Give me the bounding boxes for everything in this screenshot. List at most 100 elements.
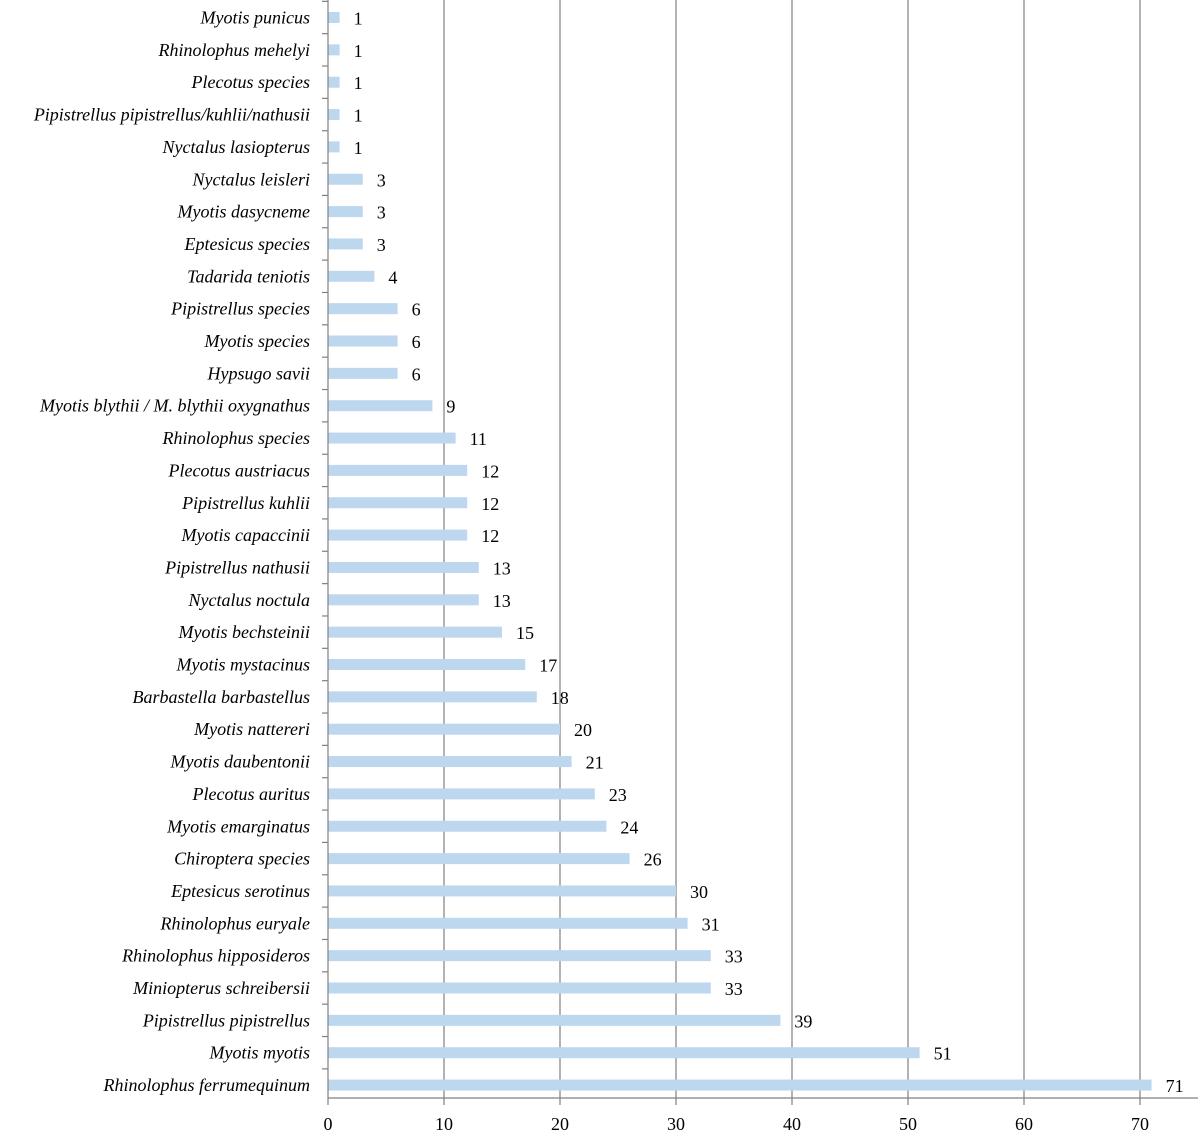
bar: [328, 917, 688, 929]
data-label: 23: [609, 785, 627, 805]
category-label: Myotis mystacinus: [176, 655, 310, 675]
data-label: 51: [934, 1044, 952, 1064]
data-label: 1: [354, 73, 363, 93]
bar: [328, 109, 340, 121]
bar: [328, 367, 398, 379]
bar: [328, 594, 479, 606]
bar: [328, 173, 363, 185]
x-tick-label: 40: [783, 1114, 801, 1134]
data-label: 26: [644, 850, 662, 870]
category-label: Rhinolophus euryale: [160, 913, 310, 933]
data-label: 39: [794, 1011, 812, 1031]
category-label: Myotis myotis: [209, 1043, 311, 1063]
data-label: 33: [725, 979, 743, 999]
category-label: Pipistrellus kuhlii: [181, 493, 310, 513]
category-label: Nyctalus noctula: [188, 590, 310, 610]
data-label: 11: [470, 429, 487, 449]
data-label: 21: [586, 753, 604, 773]
bar: [328, 303, 398, 315]
bar: [328, 432, 456, 444]
bar: [328, 723, 560, 735]
bar: [328, 400, 433, 412]
category-label: Pipistrellus nathusii: [164, 557, 310, 577]
category-label: Plecotus species: [191, 72, 310, 92]
data-label: 15: [516, 623, 534, 643]
data-label: 3: [377, 203, 386, 223]
data-label: 18: [551, 688, 569, 708]
category-label: Myotis blythii / M. blythii oxygnathus: [39, 396, 310, 416]
category-label: Myotis nattereri: [193, 719, 310, 739]
data-label: 13: [493, 591, 511, 611]
bar: [328, 659, 526, 670]
category-label: Pipistrellus pipistrellus/kuhlii/nathusi…: [33, 105, 310, 125]
bar: [328, 76, 340, 88]
category-label: Chiroptera species: [174, 849, 310, 869]
bar: [328, 1014, 781, 1026]
data-label: 20: [574, 720, 592, 740]
data-label: 31: [702, 914, 720, 934]
data-label: 30: [690, 882, 708, 902]
bar: [328, 141, 340, 153]
x-tick-label: 60: [1015, 1114, 1033, 1134]
category-label: Rhinolophus mehelyi: [158, 40, 310, 60]
data-label: 6: [412, 300, 421, 320]
bars: [328, 12, 1152, 1091]
x-tick-label: 70: [1131, 1114, 1149, 1134]
x-tick-label: 30: [667, 1114, 685, 1134]
category-label: Barbastella barbastellus: [132, 687, 310, 707]
bar: [328, 853, 630, 865]
x-tick-label: 10: [435, 1114, 453, 1134]
data-label: 1: [354, 9, 363, 29]
data-label: 3: [377, 235, 386, 255]
category-label: Pipistrellus pipistrellus: [142, 1010, 310, 1030]
bar: [328, 626, 502, 638]
bar: [328, 1079, 1152, 1091]
data-label: 17: [539, 656, 557, 676]
bar: [328, 820, 607, 832]
category-label: Plecotus auritus: [192, 784, 311, 804]
data-label: 12: [481, 461, 499, 481]
category-label: Myotis capaccinii: [181, 525, 310, 545]
data-label: 13: [493, 558, 511, 578]
category-label: Myotis emarginatus: [166, 816, 310, 836]
data-label: 1: [354, 138, 363, 158]
category-label: Pipistrellus species: [170, 299, 310, 319]
bar: [328, 497, 468, 509]
bar: [328, 561, 479, 573]
data-label: 12: [481, 526, 499, 546]
category-label: Nyctalus lasiopterus: [162, 137, 311, 157]
bar: [328, 982, 711, 994]
bar: [328, 12, 340, 23]
bar: [328, 885, 676, 897]
data-label: 6: [412, 332, 421, 352]
x-tick-label: 20: [551, 1114, 569, 1134]
bar: [328, 44, 340, 56]
bar: [328, 950, 711, 962]
category-label: Hypsugo savii: [207, 363, 311, 383]
bar: [328, 756, 572, 768]
data-label: 9: [446, 397, 455, 417]
category-label: Rhinolophus species: [162, 428, 310, 448]
data-label: 33: [725, 947, 743, 967]
category-label: Tadarida teniotis: [187, 266, 310, 286]
x-tick-label: 0: [324, 1114, 333, 1134]
data-label: 1: [354, 106, 363, 126]
bar: [328, 788, 595, 800]
bar: [328, 1047, 920, 1059]
category-label: Eptesicus serotinus: [170, 881, 310, 901]
data-label: 3: [377, 170, 386, 190]
bar: [328, 464, 468, 476]
data-label: 12: [481, 494, 499, 514]
category-label: Plecotus austriacus: [168, 460, 311, 480]
bar: [328, 529, 468, 541]
bar: [328, 270, 375, 282]
category-label: Eptesicus species: [184, 234, 310, 254]
category-label: Myotis species: [204, 331, 310, 351]
bar: [328, 206, 363, 218]
category-label: Rhinolophus hipposideros: [121, 946, 310, 966]
category-label: Myotis punicus: [200, 8, 311, 28]
category-label: Myotis dasycneme: [177, 202, 310, 222]
axes: [322, 0, 1198, 1105]
data-label: 4: [388, 267, 397, 287]
